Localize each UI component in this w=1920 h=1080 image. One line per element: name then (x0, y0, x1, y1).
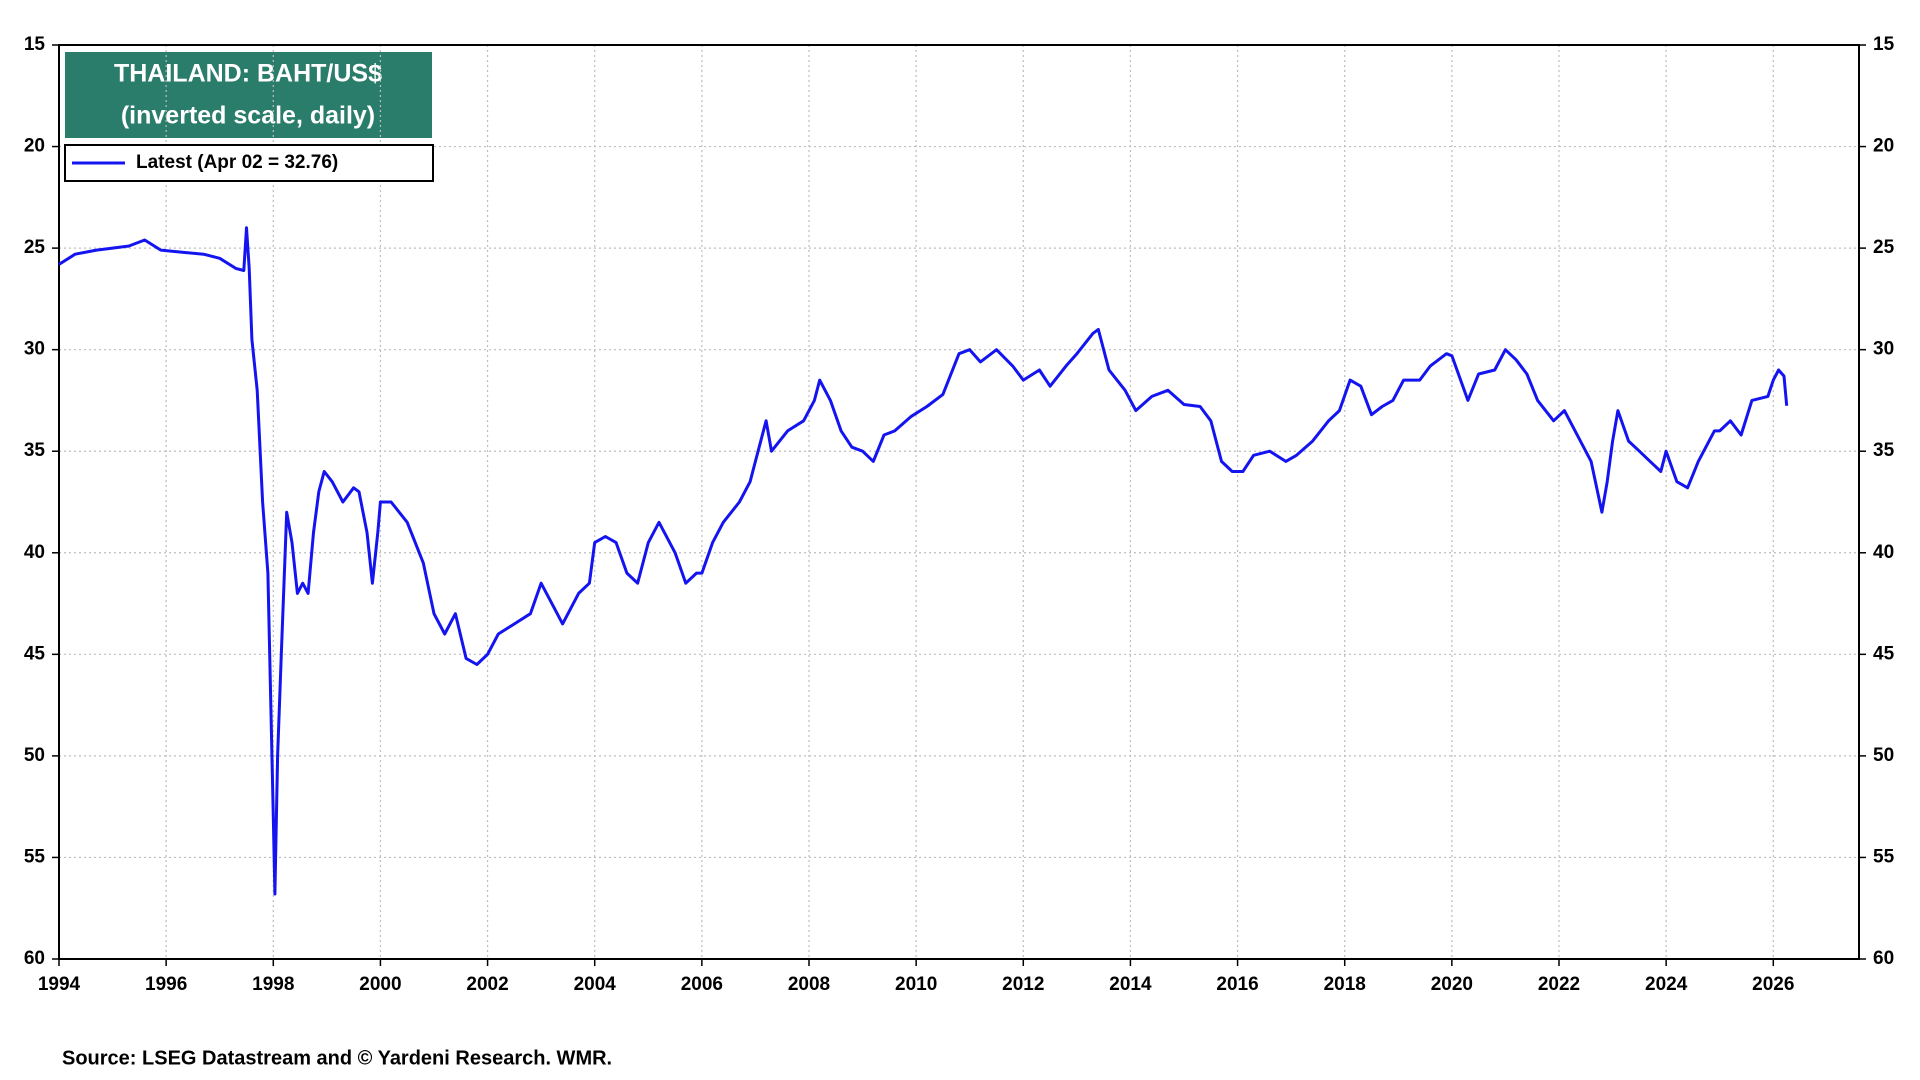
y-tick-label: 15 (24, 34, 46, 55)
plot-frame (58, 44, 1860, 960)
y2-tick-label: 45 (1873, 643, 1895, 664)
x-tick-label: 2016 (1216, 974, 1258, 995)
x-tick-label: 2004 (574, 974, 617, 995)
y2-tick-label: 30 (1873, 339, 1894, 360)
x-tick-label: 1998 (252, 974, 294, 995)
x-tick-label: 2026 (1752, 974, 1794, 995)
x-tick-label: 2002 (466, 974, 508, 995)
x-tick-label: 2018 (1324, 974, 1366, 995)
x-tick-label: 2020 (1431, 974, 1473, 995)
title-box (65, 52, 432, 138)
x-tick-label: 2010 (895, 974, 937, 995)
data-line (58, 226, 1789, 896)
source-note: Source: LSEG Datastream and © Yardeni Re… (62, 1047, 612, 1069)
y2-tick-label: 25 (1873, 237, 1895, 258)
y-tick-label: 45 (24, 643, 46, 664)
x-tick-label: 2024 (1645, 974, 1688, 995)
legend-box (64, 144, 434, 182)
x-tick-label: 2000 (359, 974, 401, 995)
legend-label: Latest (Apr 02 = 32.76) (136, 152, 338, 173)
y2-tick-label: 60 (1873, 948, 1894, 969)
x-tick-label: 2022 (1538, 974, 1580, 995)
x-tick-label: 2008 (788, 974, 830, 995)
x-tick-label: 2006 (681, 974, 723, 995)
y-tick-label: 60 (24, 948, 45, 969)
y2-tick-label: 35 (1873, 440, 1895, 461)
x-tick-label: 1996 (145, 974, 187, 995)
y2-tick-label: 50 (1873, 745, 1894, 766)
x-tick-label: 2012 (1002, 974, 1044, 995)
y-tick-label: 30 (24, 339, 45, 360)
y2-tick-label: 20 (1873, 136, 1894, 157)
chart-subtitle: (inverted scale, daily) (121, 102, 375, 130)
y-tick-label: 20 (24, 136, 45, 157)
x-tick-label: 2014 (1109, 974, 1152, 995)
y-tick-label: 40 (24, 542, 45, 563)
y2-tick-label: 55 (1873, 846, 1895, 867)
y-tick-label: 55 (24, 846, 46, 867)
y-tick-label: 35 (24, 440, 46, 461)
y2-tick-label: 15 (1873, 34, 1895, 55)
y-tick-label: 25 (24, 237, 46, 258)
y-tick-label: 50 (24, 745, 45, 766)
chart-title: THAILAND: BAHT/US$ (114, 60, 382, 88)
y2-tick-label: 40 (1873, 542, 1894, 563)
x-tick-label: 1994 (38, 974, 81, 995)
